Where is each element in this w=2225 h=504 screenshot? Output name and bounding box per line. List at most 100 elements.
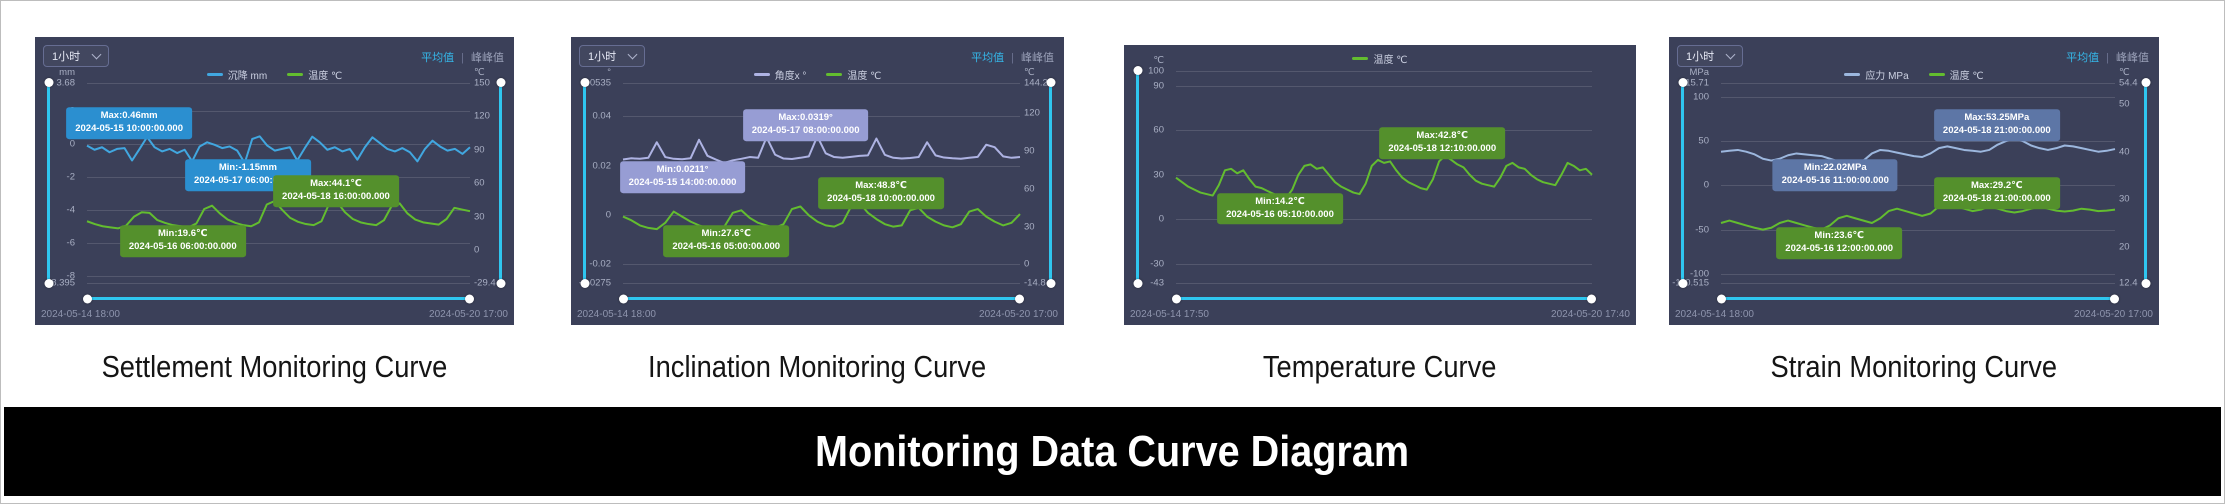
y-zoom-slider-left[interactable] xyxy=(1136,71,1139,283)
min-annotation: Min:14.2℃ 2024-05-16 05:10:00.000 xyxy=(1217,192,1343,225)
legend-label: 沉降 mm xyxy=(227,71,268,82)
y-axis-tick-label: 20 xyxy=(2119,241,2130,253)
left-y-axis: ℃ 100 90 60 30 0 -30 -43 xyxy=(1124,55,1172,289)
x-zoom-slider[interactable] xyxy=(1721,297,2115,300)
y-axis-tick-label: -43 xyxy=(1150,277,1164,289)
y-axis-tick-label: 50 xyxy=(2119,98,2130,110)
y-zoom-slider-left[interactable] xyxy=(583,83,586,283)
inclination-chart-panel: 1小时 平均值 | 峰峰值 角度x ° 温度 ℃ ° 0.0535 0.04 0.02 0 -0.02… xyxy=(571,37,1064,325)
interval-dropdown[interactable]: 1小时 xyxy=(579,45,645,67)
legend-dash-icon xyxy=(1352,57,1369,60)
gridline xyxy=(623,165,1020,167)
series-plot xyxy=(1176,71,1592,283)
strain-chart-panel: 1小时 平均值 | 峰峰值 应力 MPa 温度 ℃ MPa 115.71 100 50 0 -50 -1… xyxy=(1669,37,2159,325)
y-axis-tick-label: 60 xyxy=(1024,183,1035,195)
legend-label: 角度x ° xyxy=(774,71,807,82)
y-axis-tick-label: -8.395 xyxy=(48,277,75,289)
gridline xyxy=(1176,219,1592,221)
legend-item[interactable]: 角度x ° xyxy=(753,67,807,82)
gridline xyxy=(1721,273,2115,275)
y-zoom-slider-right[interactable] xyxy=(1049,83,1052,283)
legend-item[interactable]: 沉降 mm xyxy=(206,67,268,82)
strain-chart-caption: Strain Monitoring Curve xyxy=(1770,349,2058,384)
y-zoom-slider-right[interactable] xyxy=(499,83,502,283)
gridline xyxy=(1176,263,1592,265)
chart-legend: 应力 MPa 温度 ℃ xyxy=(1669,67,2159,82)
legend-item[interactable]: 温度 ℃ xyxy=(1352,51,1408,66)
y-axis-tick-label: -0.0275 xyxy=(578,277,611,289)
y-axis-tick-label: 120 xyxy=(474,110,490,122)
chart-legend: 角度x ° 温度 ℃ xyxy=(571,67,1064,82)
legend-item[interactable]: 温度 ℃ xyxy=(826,67,881,82)
y-axis-tick-label: 60 xyxy=(474,177,485,189)
axis-unit-label: ° xyxy=(607,67,611,78)
legend-item[interactable]: 温度 ℃ xyxy=(1928,67,1984,82)
y-zoom-slider-right[interactable] xyxy=(2144,83,2147,283)
gridline xyxy=(87,210,470,212)
series-plot xyxy=(1721,83,2115,283)
peak-mode-button[interactable]: 峰峰值 xyxy=(1021,52,1054,64)
average-mode-button[interactable]: 平均值 xyxy=(421,52,455,64)
interval-dropdown[interactable]: 1小时 xyxy=(1677,45,1743,67)
legend-item[interactable]: 应力 MPa xyxy=(1844,67,1909,82)
x-zoom-slider[interactable] xyxy=(87,297,470,300)
average-mode-button[interactable]: 平均值 xyxy=(2066,52,2100,64)
chart-legend: 沉降 mm 温度 ℃ xyxy=(35,67,514,82)
bottom-title-banner: Monitoring Data Curve Diagram xyxy=(4,407,2221,496)
gridline xyxy=(87,283,470,284)
y-axis-tick-label: 90 xyxy=(1153,80,1164,92)
y-axis-tick-label: -110.515 xyxy=(1672,277,1709,289)
y-axis-tick-label: 0.0535 xyxy=(581,77,611,89)
legend-dash-icon xyxy=(1844,73,1861,76)
left-y-axis: ° 0.0535 0.04 0.02 0 -0.02 -0.0275 xyxy=(571,67,619,289)
x-zoom-slider[interactable] xyxy=(623,297,1020,300)
stat-mode-divider: | xyxy=(461,52,464,64)
y-axis-tick-label: 3.68 xyxy=(56,77,76,89)
y-axis-tick-label: 0 xyxy=(605,209,611,221)
y-axis-tick-label: 0.02 xyxy=(592,160,612,172)
gridline xyxy=(623,215,1020,217)
settlement-chart-caption: Settlement Monitoring Curve xyxy=(101,349,448,384)
average-mode-button[interactable]: 平均值 xyxy=(971,52,1005,64)
peak-mode-button[interactable]: 峰峰值 xyxy=(471,52,504,64)
y-zoom-slider-left[interactable] xyxy=(1681,83,1684,283)
min-annotation: Min:23.6℃ 2024-05-16 12:00:00.000 xyxy=(1776,227,1903,259)
y-zoom-slider-left[interactable] xyxy=(47,83,50,283)
gridline xyxy=(87,83,470,84)
y-axis-tick-label: 30 xyxy=(2119,193,2130,205)
gridline xyxy=(623,83,1020,84)
y-axis-tick-label: -29.4 xyxy=(474,277,496,289)
y-axis-tick-label: 12.4 xyxy=(2119,277,2138,289)
gridline xyxy=(1176,85,1592,87)
x-axis-end-label: 2024-05-20 17:00 xyxy=(2074,309,2153,320)
x-axis-end-label: 2024-05-20 17:40 xyxy=(1551,309,1630,320)
series-line xyxy=(1721,138,2115,164)
y-axis-tick-label: 100 xyxy=(1693,91,1709,103)
plot-area: Max:42.8℃ 2024-05-18 12:10:00.000 Min:14.2… xyxy=(1176,71,1592,284)
plot-area: Max:53.25MPa 2024-05-18 21:00:00.000 Min:2… xyxy=(1721,83,2115,284)
plot-area: Max:0.46mm 2024-05-15 10:00:00.000 Min:-1.… xyxy=(66,83,470,284)
legend-label: 温度 ℃ xyxy=(847,71,882,82)
interval-dropdown[interactable]: 1小时 xyxy=(43,45,109,67)
gridline xyxy=(1721,283,2115,284)
gridline xyxy=(87,243,470,245)
peak-mode-button[interactable]: 峰峰值 xyxy=(2116,52,2149,64)
legend-dash-icon xyxy=(206,73,223,76)
legend-item[interactable]: 温度 ℃ xyxy=(287,67,342,82)
gridline xyxy=(1721,83,2115,84)
y-axis-tick-label: 30 xyxy=(474,211,485,223)
y-axis-tick-label: 115.71 xyxy=(1680,77,1709,89)
y-axis-tick-label: -8 xyxy=(66,270,75,282)
legend-dash-icon xyxy=(753,73,770,76)
stat-mode-divider: | xyxy=(1011,52,1014,64)
max-annotation: Max:44.1℃ 2024-05-18 16:00:00.000 xyxy=(273,175,399,207)
stat-mode-switch: 平均值 | 峰峰值 xyxy=(971,49,1054,65)
stat-mode-divider: | xyxy=(2106,52,2109,64)
y-axis-tick-label: -50 xyxy=(1695,224,1709,235)
right-y-axis: ℃ 144.2 120 90 60 30 0 -14.8 xyxy=(1016,67,1064,289)
axis-unit-label: ℃ xyxy=(2119,67,2130,78)
x-axis-end-label: 2024-05-20 17:00 xyxy=(979,309,1058,320)
x-zoom-slider[interactable] xyxy=(1176,297,1592,300)
interval-dropdown-label: 1小时 xyxy=(588,51,617,63)
max-annotation: Max:42.8℃ 2024-05-18 12:10:00.000 xyxy=(1379,127,1506,159)
